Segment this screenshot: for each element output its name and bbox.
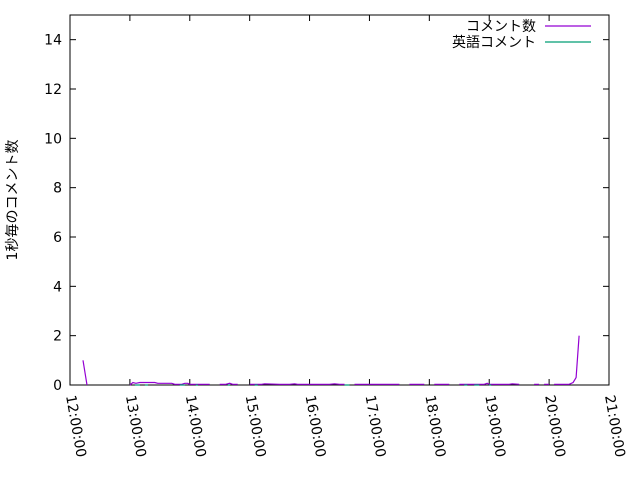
x-tick-label: 13:00:00 — [122, 394, 149, 459]
y-axis-label: 1秒毎のコメント数 — [5, 140, 21, 261]
x-tick-label: 19:00:00 — [481, 394, 508, 459]
series-line-1 — [82, 335, 580, 386]
x-tick-label: 15:00:00 — [242, 394, 269, 459]
x-tick-label: 16:00:00 — [302, 394, 329, 459]
x-tick-label: 12:00:00 — [62, 394, 89, 459]
y-tick-label: 12 — [44, 82, 62, 98]
y-tick-label: 0 — [53, 378, 62, 394]
plot-border — [69, 14, 610, 386]
y-tick-label: 14 — [44, 33, 62, 49]
x-tick-label: 14:00:00 — [182, 394, 209, 459]
y-tick-label: 2 — [53, 329, 62, 345]
y-tick-label: 8 — [53, 181, 62, 197]
x-tick-label: 18:00:00 — [421, 394, 448, 459]
y-tick-label: 4 — [53, 279, 62, 295]
y-tick-label: 6 — [53, 230, 62, 246]
x-tick-label: 20:00:00 — [541, 394, 568, 459]
x-tick-label: 21:00:00 — [601, 394, 628, 459]
legend-label: 英語コメント — [452, 34, 536, 51]
y-tick-label: 10 — [44, 131, 62, 147]
x-tick-label: 17:00:00 — [362, 394, 389, 459]
legend-label: コメント数 — [466, 19, 536, 35]
